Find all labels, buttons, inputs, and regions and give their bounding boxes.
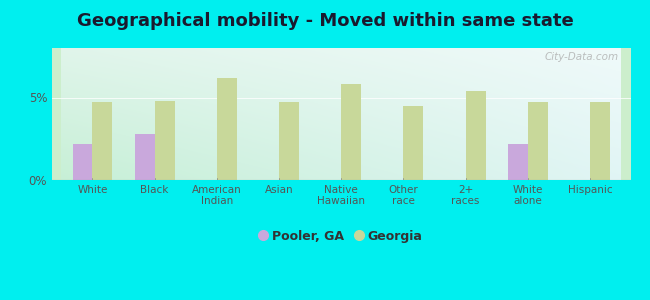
Bar: [465, 91, 486, 180]
Bar: [508, 144, 528, 180]
Bar: [73, 144, 92, 180]
Legend: Pooler, GA, Georgia: Pooler, GA, Georgia: [255, 225, 427, 248]
Bar: [528, 102, 548, 180]
Bar: [590, 102, 610, 180]
Bar: [404, 106, 423, 180]
Text: Geographical mobility - Moved within same state: Geographical mobility - Moved within sam…: [77, 12, 573, 30]
Bar: [217, 78, 237, 180]
Bar: [92, 102, 112, 180]
Bar: [341, 84, 361, 180]
Bar: [279, 102, 299, 180]
Bar: [135, 134, 155, 180]
Text: City-Data.com: City-Data.com: [545, 52, 619, 62]
Bar: [155, 101, 175, 180]
